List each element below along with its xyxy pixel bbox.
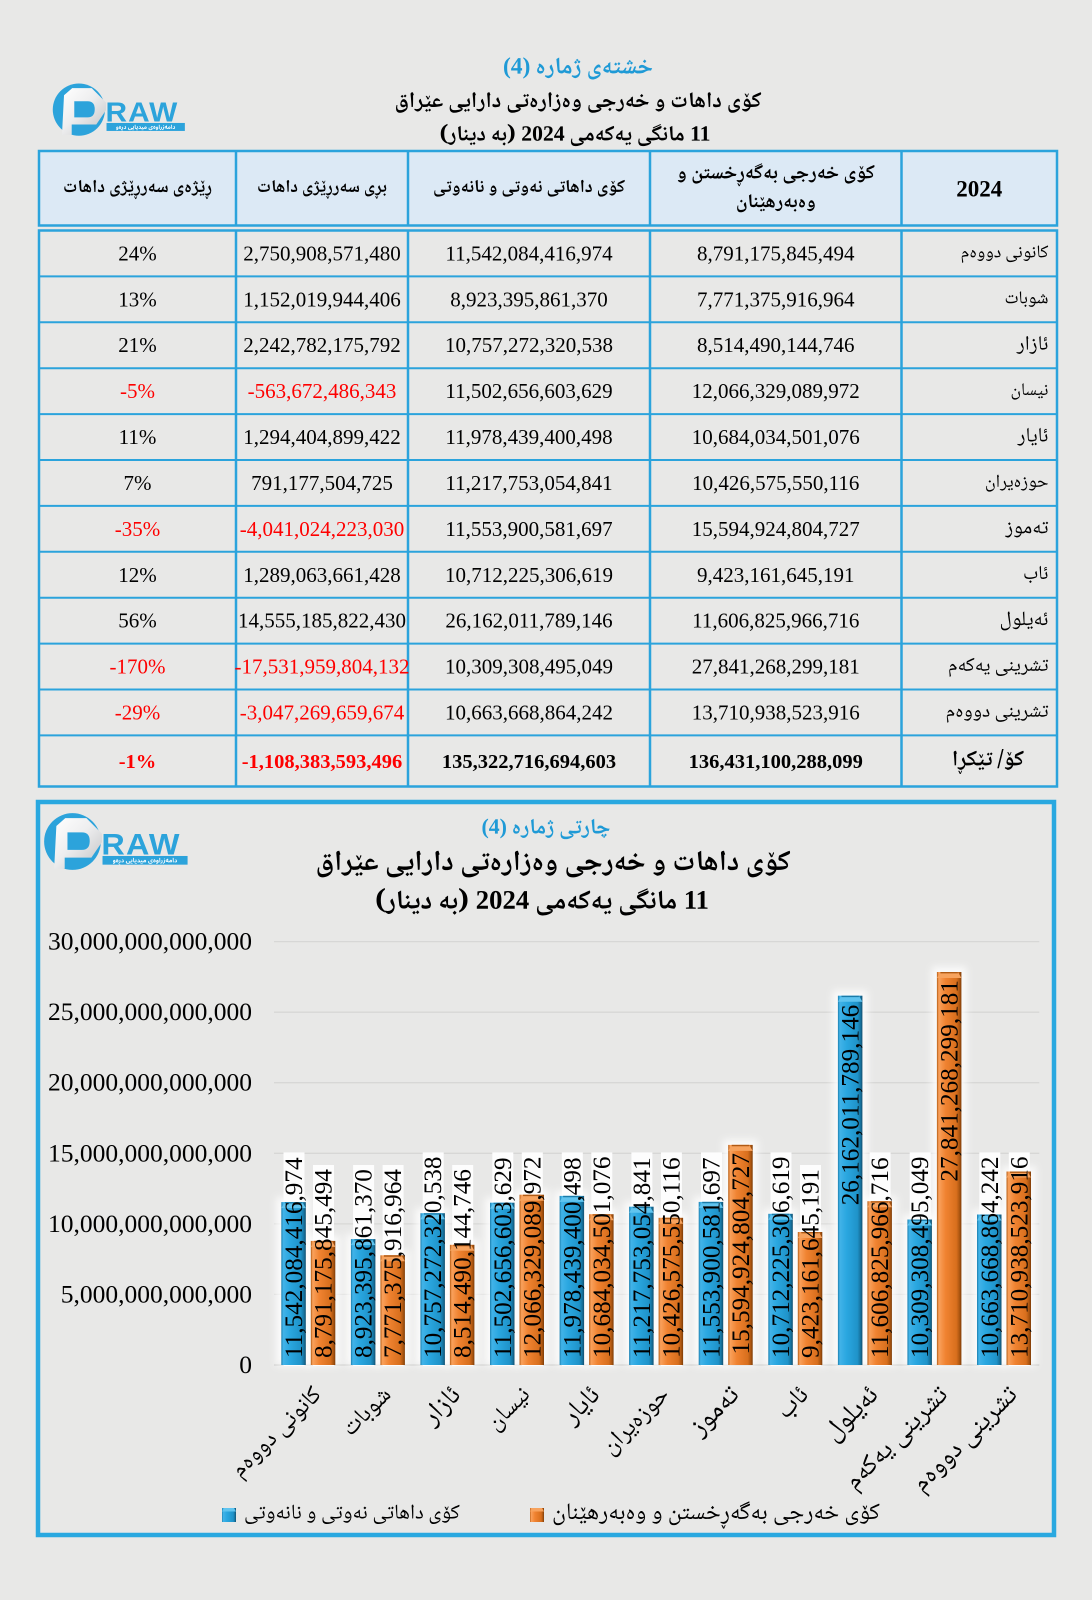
svg-text:-5%: -5% — [120, 379, 155, 403]
svg-text:11,502,656,603,629: 11,502,656,603,629 — [490, 1157, 517, 1358]
svg-text:56%: 56% — [118, 609, 157, 633]
svg-text:20,000,000,000,000: 20,000,000,000,000 — [48, 1068, 252, 1097]
svg-text:12,066,329,089,972: 12,066,329,089,972 — [519, 1157, 546, 1359]
svg-text:2,242,782,175,792: 2,242,782,175,792 — [243, 333, 401, 357]
svg-text:11,542,084,416,974: 11,542,084,416,974 — [281, 1157, 308, 1358]
svg-text:-4,041,024,223,030: -4,041,024,223,030 — [240, 517, 405, 541]
svg-text:-170%: -170% — [110, 655, 166, 679]
svg-text:11,978,439,400,498: 11,978,439,400,498 — [445, 425, 612, 449]
svg-text:10,663,668,864,242: 10,663,668,864,242 — [445, 701, 613, 725]
svg-text:26,162,011,789,146: 26,162,011,789,146 — [445, 609, 612, 633]
svg-text:1,289,063,661,428: 1,289,063,661,428 — [243, 563, 401, 587]
svg-text:8,923,395,861,370: 8,923,395,861,370 — [351, 1169, 378, 1358]
svg-text:11,978,439,400,498: 11,978,439,400,498 — [559, 1157, 586, 1358]
svg-text:12,066,329,089,972: 12,066,329,089,972 — [692, 379, 860, 403]
svg-text:-3,047,269,659,674: -3,047,269,659,674 — [240, 701, 405, 725]
svg-text:24%: 24% — [118, 241, 157, 265]
svg-text:8,791,175,845,494: 8,791,175,845,494 — [311, 1169, 338, 1358]
svg-text:-17,531,959,804,132: -17,531,959,804,132 — [235, 655, 410, 679]
svg-text:30,000,000,000,000: 30,000,000,000,000 — [48, 927, 252, 956]
svg-text:2,750,908,571,480: 2,750,908,571,480 — [243, 241, 401, 265]
svg-text:1,294,404,899,422: 1,294,404,899,422 — [243, 425, 401, 449]
svg-text:10,684,034,501,076: 10,684,034,501,076 — [589, 1157, 616, 1359]
svg-text:7,771,375,916,964: 7,771,375,916,964 — [697, 287, 855, 311]
svg-text:791,177,504,725: 791,177,504,725 — [251, 471, 393, 495]
svg-text:26,162,011,789,146: 26,162,011,789,146 — [838, 1005, 865, 1206]
svg-text:13%: 13% — [118, 287, 157, 311]
svg-text:13,710,938,523,916: 13,710,938,523,916 — [1006, 1157, 1033, 1359]
svg-text:11,217,753,054,841: 11,217,753,054,841 — [629, 1157, 656, 1358]
svg-text:-563,672,486,343: -563,672,486,343 — [248, 379, 397, 403]
svg-text:7,771,375,916,964: 7,771,375,916,964 — [380, 1169, 407, 1358]
svg-text:21%: 21% — [118, 333, 157, 357]
svg-text:0: 0 — [239, 1350, 252, 1379]
svg-text:135,322,716,694,603: 135,322,716,694,603 — [442, 751, 616, 773]
svg-text:15,000,000,000,000: 15,000,000,000,000 — [48, 1138, 252, 1167]
svg-text:10,757,272,320,538: 10,757,272,320,538 — [420, 1157, 447, 1359]
svg-text:11,502,656,603,629: 11,502,656,603,629 — [445, 379, 612, 403]
svg-text:2024: 2024 — [956, 176, 1003, 201]
svg-text:10,309,308,495,049: 10,309,308,495,049 — [445, 655, 613, 679]
svg-text:10,757,272,320,538: 10,757,272,320,538 — [445, 333, 613, 357]
svg-text:8,923,395,861,370: 8,923,395,861,370 — [450, 287, 608, 311]
svg-text:-35%: -35% — [115, 517, 161, 541]
svg-text:RAW: RAW — [101, 828, 180, 862]
svg-text:-1%: -1% — [119, 751, 157, 773]
svg-text:9,423,161,645,191: 9,423,161,645,191 — [798, 1169, 825, 1358]
svg-text:11,553,900,581,697: 11,553,900,581,697 — [699, 1157, 726, 1358]
svg-text:15,594,924,804,727: 15,594,924,804,727 — [728, 1153, 755, 1355]
svg-text:25,000,000,000,000: 25,000,000,000,000 — [48, 997, 252, 1026]
svg-text:10,712,225,306,619: 10,712,225,306,619 — [445, 563, 613, 587]
svg-text:8,514,490,144,746: 8,514,490,144,746 — [697, 333, 855, 357]
svg-text:-29%: -29% — [115, 701, 161, 725]
svg-text:10,712,225,306,619: 10,712,225,306,619 — [768, 1157, 795, 1359]
svg-text:27,841,268,299,181: 27,841,268,299,181 — [937, 980, 964, 1182]
svg-text:10,309,308,495,049: 10,309,308,495,049 — [907, 1157, 934, 1359]
svg-text:13,710,938,523,916: 13,710,938,523,916 — [692, 701, 860, 725]
svg-text:12%: 12% — [118, 563, 157, 587]
svg-text:27,841,268,299,181: 27,841,268,299,181 — [692, 655, 860, 679]
svg-text:1,152,019,944,406: 1,152,019,944,406 — [243, 287, 401, 311]
svg-text:136,431,100,288,099: 136,431,100,288,099 — [689, 751, 863, 773]
svg-text:10,426,575,550,116: 10,426,575,550,116 — [692, 471, 859, 495]
svg-text:-1,108,383,593,496: -1,108,383,593,496 — [242, 751, 403, 773]
svg-text:11,606,825,966,716: 11,606,825,966,716 — [867, 1157, 894, 1358]
svg-text:14,555,185,822,430: 14,555,185,822,430 — [238, 609, 406, 633]
svg-text:5,000,000,000,000: 5,000,000,000,000 — [61, 1279, 252, 1308]
svg-text:15,594,924,804,727: 15,594,924,804,727 — [692, 517, 860, 541]
svg-text:11,217,753,054,841: 11,217,753,054,841 — [445, 471, 612, 495]
svg-text:11%: 11% — [119, 425, 157, 449]
svg-text:7%: 7% — [124, 471, 152, 495]
svg-text:10,663,668,864,242: 10,663,668,864,242 — [977, 1157, 1004, 1359]
svg-text:8,514,490,144,746: 8,514,490,144,746 — [450, 1169, 477, 1358]
svg-text:11,606,825,966,716: 11,606,825,966,716 — [692, 609, 859, 633]
svg-text:11,542,084,416,974: 11,542,084,416,974 — [445, 241, 613, 265]
svg-text:10,000,000,000,000: 10,000,000,000,000 — [48, 1209, 252, 1238]
svg-text:11,553,900,581,697: 11,553,900,581,697 — [445, 517, 612, 541]
svg-text:10,684,034,501,076: 10,684,034,501,076 — [692, 425, 860, 449]
svg-text:8,791,175,845,494: 8,791,175,845,494 — [697, 241, 855, 265]
svg-text:10,426,575,550,116: 10,426,575,550,116 — [658, 1157, 685, 1358]
svg-text:9,423,161,645,191: 9,423,161,645,191 — [697, 563, 855, 587]
